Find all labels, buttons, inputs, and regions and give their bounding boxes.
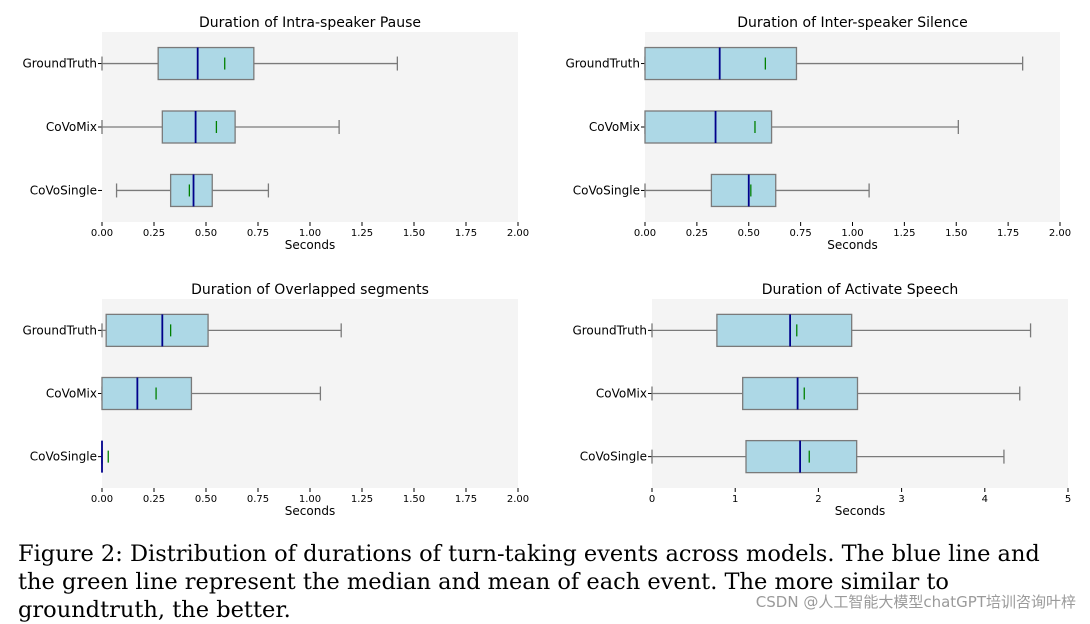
category-label: CoVoSingle <box>573 183 640 197</box>
box-covosingle: CoVoSingle <box>30 440 109 473</box>
x-tick-label: 0.75 <box>789 228 811 239</box>
x-tick-label: 1.75 <box>455 228 477 239</box>
iqr-box <box>105 313 209 348</box>
x-tick-label: 2.00 <box>507 228 529 239</box>
iqr-box <box>169 173 213 208</box>
category-label: GroundTruth <box>22 57 97 71</box>
iqr-box <box>745 439 858 474</box>
box-covomix: CoVoMix <box>596 376 1021 411</box>
box-covomix: CoVoMix <box>46 376 322 411</box>
x-tick-label: 0.00 <box>91 494 113 505</box>
box-covomix: CoVoMix <box>589 110 959 144</box>
category-label: CoVoMix <box>596 387 647 401</box>
iqr-box <box>161 110 236 144</box>
box-groundtruth: GroundTruth <box>572 313 1032 348</box>
box-groundtruth: GroundTruth <box>22 313 342 348</box>
x-tick-label: 4 <box>982 494 988 505</box>
category-label: CoVoMix <box>46 120 97 134</box>
chart-panel-1: Duration of Intra-speaker Pause 0.00 0.25 0… <box>22 15 529 252</box>
box-covosingle: CoVoSingle <box>30 173 270 208</box>
category-label: GroundTruth <box>565 57 640 71</box>
chart-panel-3: Duration of Overlapped segments 0.00 0.25 0… <box>22 282 529 518</box>
category-label: CoVoSingle <box>580 450 647 464</box>
x-tick-label: 0.25 <box>143 228 165 239</box>
x-tick-label: 0.25 <box>143 494 165 505</box>
x-tick-label: 1.75 <box>997 228 1019 239</box>
x-tick-label: 5 <box>1065 494 1071 505</box>
x-tick-label: 1.00 <box>299 228 321 239</box>
x-tick-label: 0.25 <box>686 228 708 239</box>
category-label: GroundTruth <box>572 323 647 337</box>
x-tick-label: 0.50 <box>195 494 217 505</box>
box-groundtruth: GroundTruth <box>565 46 1024 81</box>
iqr-box <box>157 46 255 81</box>
x-tick-label: 0.00 <box>634 228 656 239</box>
iqr-box <box>101 376 193 411</box>
figure-caption: Figure 2: Distribution of durations of t… <box>18 541 1040 623</box>
x-axis-label: Seconds <box>827 238 877 252</box>
chart-panel-2: Duration of Inter-speaker Silence 0.00 0.2… <box>565 15 1071 252</box>
x-tick-label: 1.25 <box>351 494 373 505</box>
x-tick-label: 1.00 <box>841 228 863 239</box>
chart-title: Duration of Intra-speaker Pause <box>199 15 421 31</box>
x-tick-label: 1.50 <box>945 228 967 239</box>
box-covomix: CoVoMix <box>46 110 340 144</box>
category-label: GroundTruth <box>22 323 97 337</box>
x-tick-label: 1.25 <box>351 228 373 239</box>
x-tick-label: 0.50 <box>738 228 760 239</box>
watermark: CSDN @人工智能大模型chatGPT培训咨询叶梓 <box>755 593 1076 611</box>
x-tick-label: 0.75 <box>247 228 269 239</box>
x-tick-label: 1.00 <box>299 494 321 505</box>
x-tick-label: 2.00 <box>507 494 529 505</box>
category-label: CoVoSingle <box>30 450 97 464</box>
x-tick-label: 1.25 <box>893 228 915 239</box>
iqr-box <box>716 313 853 348</box>
x-tick-label: 1.50 <box>403 228 425 239</box>
x-axis-label: Seconds <box>285 504 335 518</box>
x-tick-label: 2.00 <box>1049 228 1071 239</box>
x-tick-label: 1 <box>732 494 738 505</box>
box-covosingle: CoVoSingle <box>580 439 1005 474</box>
iqr-box <box>742 376 859 411</box>
chart-panel-4: Duration of Activate Speech 0 1 2 3 4 5 Seconds… <box>572 282 1071 518</box>
iqr-box <box>644 46 798 81</box>
box-covosingle: CoVoSingle <box>573 173 870 208</box>
x-axis-label: Seconds <box>285 238 335 252</box>
category-label: CoVoMix <box>589 120 640 134</box>
x-axis-label: Seconds <box>835 504 885 518</box>
iqr-box <box>644 110 773 144</box>
chart-title: Duration of Activate Speech <box>762 282 959 298</box>
box-groundtruth: GroundTruth <box>22 46 399 81</box>
boxplot-figure: Duration of Intra-speaker Pause 0.00 0.25 0… <box>22 15 1071 518</box>
x-tick-label: 1.75 <box>455 494 477 505</box>
x-tick-label: 3 <box>898 494 904 505</box>
x-tick-label: 0.50 <box>195 228 217 239</box>
x-tick-label: 2 <box>815 494 821 505</box>
x-tick-label: 0.00 <box>91 228 113 239</box>
category-label: CoVoSingle <box>30 183 97 197</box>
iqr-box <box>710 173 777 208</box>
chart-title: Duration of Overlapped segments <box>191 282 429 298</box>
chart-title: Duration of Inter-speaker Silence <box>737 15 967 31</box>
x-tick-label: 1.50 <box>403 494 425 505</box>
category-label: CoVoMix <box>46 387 97 401</box>
x-tick-label: 0.75 <box>247 494 269 505</box>
x-tick-label: 0 <box>649 494 655 505</box>
